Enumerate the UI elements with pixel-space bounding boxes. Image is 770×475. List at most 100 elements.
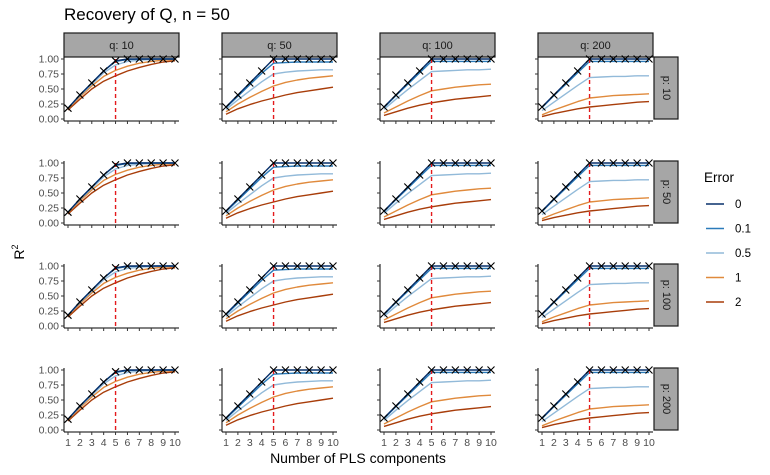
data-point-marker xyxy=(257,274,266,282)
data-point-marker xyxy=(550,402,558,410)
data-point-marker xyxy=(645,55,653,63)
data-point-marker xyxy=(329,262,337,270)
panel-r4-c2: 1 2 3 4 5 6 7 8 9 10 xyxy=(219,366,339,449)
data-point-marker xyxy=(87,183,96,191)
legend-label-error-0_1: 0.1 xyxy=(735,224,751,236)
data-point-marker xyxy=(317,159,325,167)
data-point-marker xyxy=(159,159,167,167)
data-point-marker xyxy=(99,274,108,282)
data-point-marker xyxy=(245,79,254,87)
series-line-error-2 xyxy=(383,301,492,324)
x-tick-label: 6 xyxy=(599,437,605,449)
data-point-marker xyxy=(171,55,179,63)
data-point-marker xyxy=(159,366,167,374)
series-line-error-2 xyxy=(541,204,650,222)
y-tick-label: 0.50 xyxy=(39,188,60,200)
row-strip-label-3: p: 100 xyxy=(660,280,672,311)
data-point-marker xyxy=(597,366,606,374)
series-line-error-1 xyxy=(67,265,176,317)
series-line-error-2 xyxy=(67,371,176,422)
data-point-marker xyxy=(123,262,132,270)
series-line-error-2 xyxy=(541,411,650,429)
panel-r2-c4 xyxy=(535,159,653,228)
series-line-error-0_1 xyxy=(383,60,491,109)
y-tick-label: 0.00 xyxy=(39,321,60,333)
data-point-marker xyxy=(222,103,230,111)
x-tick-label: 4 xyxy=(101,437,107,449)
series-line-error-0 xyxy=(541,369,649,419)
data-point-marker xyxy=(392,402,400,410)
data-point-marker xyxy=(99,378,108,386)
series-line-error-0_5 xyxy=(225,69,333,110)
data-point-marker xyxy=(561,286,570,294)
y-tick-label: 0.75 xyxy=(39,173,60,185)
y-tick-label: 0.75 xyxy=(39,380,60,392)
series-line-error-0_1 xyxy=(383,267,491,316)
data-point-marker xyxy=(585,55,594,63)
data-point-marker xyxy=(245,286,254,294)
data-point-marker xyxy=(281,159,290,167)
data-point-marker xyxy=(75,402,84,410)
col-strip-label-4: q: 200 xyxy=(580,40,611,52)
x-tick-label: 8 xyxy=(464,437,470,449)
x-tick-label: 6 xyxy=(283,437,289,449)
y-tick-label: 0.25 xyxy=(39,99,60,111)
series-line-error-1 xyxy=(383,187,492,218)
col-strip-label-1: q: 10 xyxy=(109,40,133,52)
x-tick-label: 2 xyxy=(393,437,399,449)
x-tick-label: 7 xyxy=(610,437,616,449)
row-strip-label-1: p: 10 xyxy=(660,76,672,100)
panel-r4-c1: 0.00 0.25 0.50 0.75 1.00 1 2 3 4 5 6 7 8 9 10 xyxy=(39,365,181,450)
data-point-marker xyxy=(487,55,495,63)
data-point-marker xyxy=(597,55,606,63)
data-point-marker xyxy=(305,55,314,63)
x-tick-label: 10 xyxy=(327,437,339,449)
x-tick-label: 5 xyxy=(429,437,435,449)
x-tick-label: 6 xyxy=(125,437,131,449)
series-line-error-0_1 xyxy=(67,162,175,213)
panel-r2-c2 xyxy=(219,159,337,228)
series-line-error-1 xyxy=(541,300,650,323)
series-line-error-2 xyxy=(541,307,650,325)
series-line-error-0 xyxy=(383,162,491,212)
data-point-marker xyxy=(621,262,630,270)
series-line-error-0_5 xyxy=(383,172,492,214)
x-tick-label: 8 xyxy=(306,437,312,449)
data-point-marker xyxy=(451,366,460,374)
data-point-marker xyxy=(317,55,325,63)
data-point-marker xyxy=(573,378,582,386)
data-point-marker xyxy=(317,366,325,374)
y-tick-label: 0.75 xyxy=(39,69,60,81)
data-point-marker xyxy=(550,91,558,99)
data-point-marker xyxy=(392,195,400,203)
x-tick-label: 8 xyxy=(148,437,154,449)
series-line-error-1 xyxy=(67,162,176,214)
series-line-error-1 xyxy=(67,58,176,110)
data-point-marker xyxy=(538,207,546,215)
data-point-marker xyxy=(75,298,84,306)
x-tick-label: 1 xyxy=(65,437,71,449)
x-tick-label: 9 xyxy=(634,437,640,449)
series-line-error-0_5 xyxy=(541,386,649,423)
series-line-error-0_1 xyxy=(541,267,649,316)
data-point-marker xyxy=(427,262,436,270)
series-line-error-2 xyxy=(541,100,650,118)
data-point-marker xyxy=(463,55,472,63)
panel-r2-c3 xyxy=(377,159,495,228)
data-point-marker xyxy=(159,55,167,63)
data-point-marker xyxy=(538,103,546,111)
data-point-marker xyxy=(392,298,400,306)
data-point-marker xyxy=(403,390,412,398)
data-point-marker xyxy=(487,262,495,270)
series-line-error-1 xyxy=(383,394,492,425)
series-line-error-1 xyxy=(67,369,176,421)
data-point-marker xyxy=(538,310,546,318)
series-line-error-0 xyxy=(225,369,333,419)
data-point-marker xyxy=(257,378,266,386)
data-point-marker xyxy=(621,159,630,167)
data-point-marker xyxy=(99,171,108,179)
data-point-marker xyxy=(123,366,132,374)
data-point-marker xyxy=(281,366,290,374)
data-point-marker xyxy=(75,195,84,203)
data-point-marker xyxy=(538,414,546,422)
